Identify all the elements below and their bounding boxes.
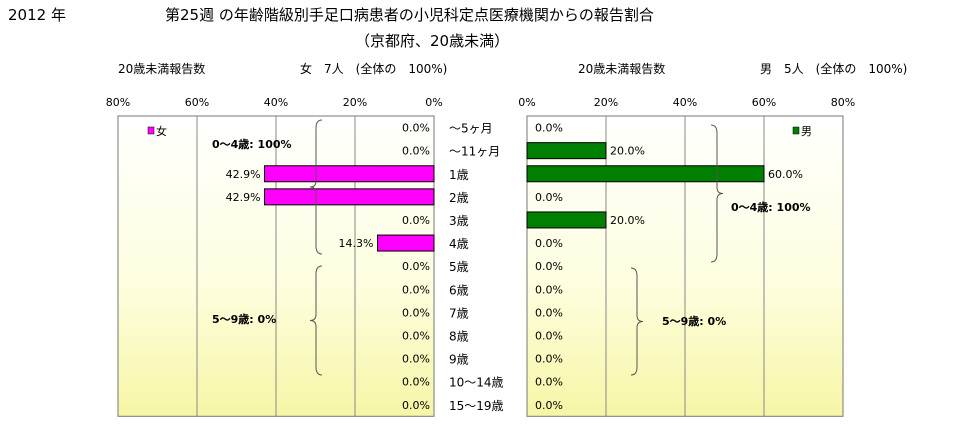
male-value-label: 0.0% [535,122,563,135]
age-category-labels: ～5ヶ月 ～11ヶ月 1歳 2歳 3歳 4歳 5歳 6歳 7歳 8歳 9歳 10～14歳 15～19歳 [449,122,504,413]
male-value-label: 0.0% [535,260,563,273]
age-category-label: 10～14歳 [449,376,504,390]
male-axis-tick-label: 80% [831,96,855,109]
female-axis-tick-label: 60% [185,96,209,109]
female-axis-tick-label: 0% [425,96,442,109]
female-bar [264,188,435,206]
age-category-label: 7歳 [449,306,469,320]
female-axis-tick-label: 80% [106,96,130,109]
female-value-label: 0.0% [402,353,430,366]
left-count-label: 20歳未満報告数 [118,62,206,76]
chart-subtitle: （京都府、20歳未満） [355,32,510,50]
male-axis-tick-label: 0% [518,96,535,109]
female-axis-tick-label: 20% [343,96,367,109]
female-value-label: 0.0% [402,376,430,389]
female-value-label: 42.9% [226,191,261,204]
male-legend-swatch [792,126,800,135]
female-value-label: 0.0% [402,214,430,227]
right-count-label: 20歳未満報告数 [578,62,666,76]
female-summary: 女 7人 (全体の 100%) [300,62,448,76]
female-value-label: 0.0% [402,145,430,158]
female-bar [264,165,435,183]
female-legend-swatch [147,126,155,135]
female-axis-tick-label: 40% [264,96,288,109]
female-annotation-5-9: 5～9歳: 0% [212,312,276,326]
male-axis-tick-label: 20% [594,96,618,109]
male-value-label: 0.0% [535,329,563,342]
female-legend-label: 女 [156,124,167,138]
male-value-label: 20.0% [610,145,645,158]
male-bracket [710,124,724,263]
female-value-label: 0.0% [402,306,430,319]
age-category-label: 2歳 [449,191,469,205]
male-axis-tick-label: 40% [673,96,697,109]
female-value-label: 14.3% [339,237,374,250]
year-label: 2012 年 [8,6,66,24]
female-bracket [309,265,323,376]
male-legend-label: 男 [801,125,812,138]
male-bar [526,165,765,183]
male-bar [526,142,607,160]
female-value-label: 0.0% [402,283,430,296]
male-annotation-5-9: 5～9歳: 0% [662,314,726,328]
age-category-label: 1歳 [449,168,469,182]
female-annotation-0-4: 0～4歳: 100% [212,137,292,151]
male-annotation-0-4: 0～4歳: 100% [731,200,811,214]
age-category-label: 5歳 [449,260,469,274]
chart-title: 第25週 の年齢階級別手足口病患者の小児科定点医療機関からの報告割合 [165,6,654,24]
male-value-label: 0.0% [535,376,563,389]
male-bracket [630,267,644,376]
male-summary: 男 5人 (全体の 100%) [760,62,908,76]
male-value-label: 0.0% [535,353,563,366]
male-plot-area: 0% 20% 40% 60% 80% 0.0% 20.0% 60.0% 0.0% 20.0% 0.0… [518,96,855,417]
male-value-label: 0.0% [535,283,563,296]
female-plot-area: 80% 60% 40% 20% 0% 0.0% 0.0% 42.9% 42.9% 0.0% 14.3… [106,96,443,417]
female-value-label: 0.0% [402,260,430,273]
age-category-label: 3歳 [449,214,469,228]
male-value-label: 60.0% [768,168,803,181]
age-category-label: 15～19歳 [449,399,504,413]
age-category-label: 6歳 [449,283,469,297]
age-category-label: ～11ヶ月 [449,145,500,159]
male-value-label: 20.0% [610,214,645,227]
male-value-label: 0.0% [535,237,563,250]
female-value-label: 42.9% [226,168,261,181]
female-bracket [309,119,323,255]
male-value-label: 0.0% [535,399,563,412]
age-category-label: ～5ヶ月 [449,122,493,136]
male-bar [526,211,607,229]
age-category-label: 9歳 [449,353,469,367]
female-value-label: 0.0% [402,122,430,135]
female-value-label: 0.0% [402,329,430,342]
male-axis-tick-label: 60% [752,96,776,109]
age-category-label: 8歳 [449,329,469,343]
male-value-label: 0.0% [535,306,563,319]
female-value-label: 0.0% [402,399,430,412]
male-value-label: 0.0% [535,191,563,204]
age-category-label: 4歳 [449,237,469,251]
female-bar [377,234,435,252]
